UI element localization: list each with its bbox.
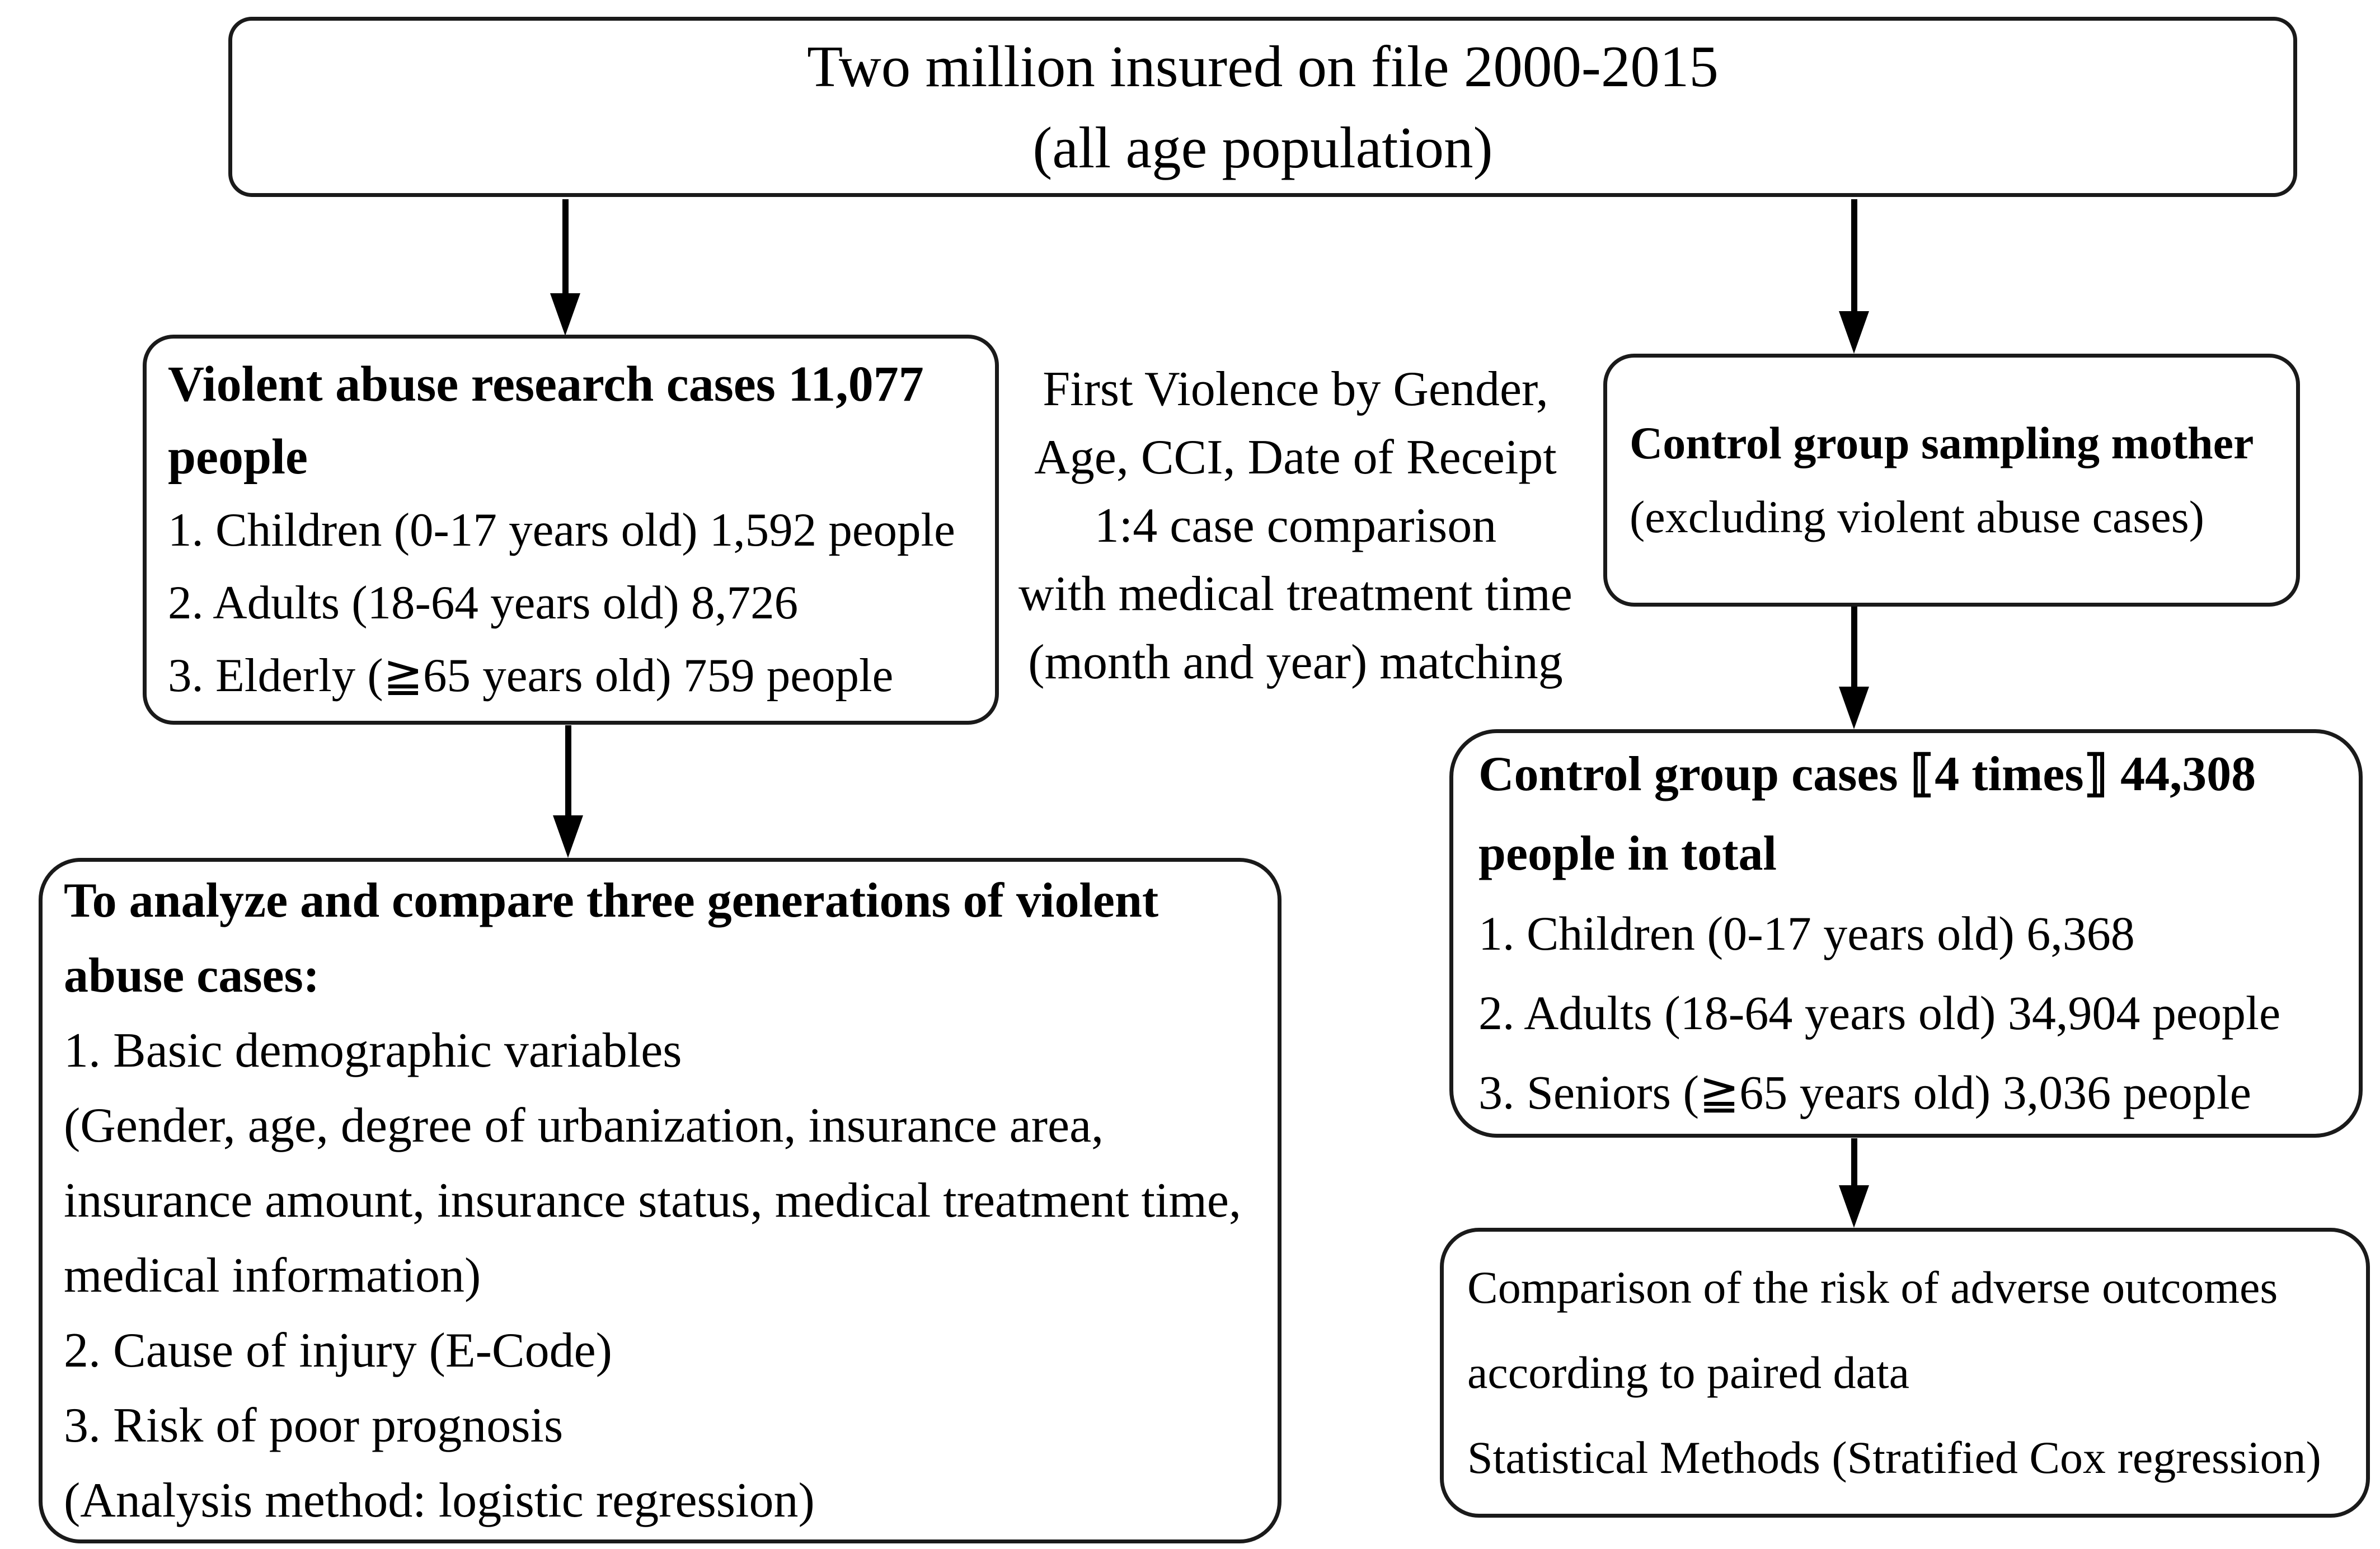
source-population-box: Two million insured on file 2000-2015 (a… — [228, 17, 2297, 197]
control-cases-title-line1: Control group cases ⟦4 times⟧ 44,308 — [1478, 747, 2256, 801]
source-population-line1: Two million insured on file 2000-2015 — [807, 34, 1719, 99]
control-cases-title-line2: people in total — [1478, 827, 1777, 881]
arrow-abuse-cases-to-analysis — [552, 725, 584, 858]
abuse-cases-title-line1: Violent abuse research cases 11,077 — [168, 356, 924, 412]
analysis-line-variables-3: medical information) — [64, 1248, 481, 1303]
control-sampling-box: Control group sampling mother (excluding… — [1603, 354, 2300, 607]
outcome-line2: according to paired data — [1467, 1347, 1910, 1398]
outcome-line1: Comparison of the risk of adverse outcom… — [1467, 1262, 2278, 1313]
control-cases-box: Control group cases ⟦4 times⟧ 44,308 peo… — [1449, 729, 2363, 1138]
arrow-shaft — [1851, 607, 1857, 687]
arrow-head-icon — [1839, 687, 1869, 729]
abuse-cases-item-elderly: 3. Elderly (≧65 years old) 759 people — [168, 649, 894, 702]
control-cases-item-adults: 2. Adults (18-64 years old) 34,904 peopl… — [1478, 986, 2281, 1040]
arrow-sampling-to-control-cases — [1838, 607, 1870, 729]
outcome-line3: Statistical Methods (Stratified Cox regr… — [1467, 1432, 2321, 1483]
analysis-line-variables-2: insurance amount, insurance status, medi… — [64, 1173, 1241, 1228]
arrow-source-to-abuse-cases — [550, 199, 581, 336]
matching-note-line5: (month and year) matching — [1028, 635, 1563, 689]
abuse-cases-box: Violent abuse research cases 11,077 peop… — [143, 335, 999, 725]
matching-note-line3: 1:4 case comparison — [1094, 499, 1497, 553]
matching-note-line1: First Violence by Gender, — [1043, 362, 1548, 416]
outcome-comparison-box: Comparison of the risk of adverse outcom… — [1440, 1228, 2370, 1518]
analysis-line-demographics: 1. Basic demographic variables — [64, 1023, 682, 1078]
analysis-line-injury-cause: 2. Cause of injury (E-Code) — [64, 1323, 612, 1378]
analysis-title-line1: To analyze and compare three generations… — [64, 873, 1159, 928]
analysis-title-line2: abuse cases: — [64, 948, 320, 1003]
control-sampling-title: Control group sampling mother — [1630, 417, 2254, 468]
arrow-head-icon — [1839, 311, 1869, 354]
source-population-line2: (all age population) — [1032, 115, 1493, 180]
arrow-head-icon — [553, 815, 583, 858]
abuse-cases-title-line2: people — [168, 429, 308, 485]
matching-note-line4: with medical treatment time — [1018, 567, 1572, 621]
abuse-cases-item-adults: 2. Adults (18-64 years old) 8,726 — [168, 576, 799, 629]
arrow-head-icon — [550, 293, 580, 336]
arrow-shaft — [1851, 199, 1857, 311]
analysis-line-variables-1: (Gender, age, degree of urbanization, in… — [64, 1098, 1104, 1153]
control-cases-item-seniors: 3. Seniors (≧65 years old) 3,036 people — [1478, 1065, 2251, 1119]
abuse-cases-item-children: 1. Children (0-17 years old) 1,592 peopl… — [168, 503, 955, 556]
arrow-shaft — [1851, 1138, 1857, 1185]
arrow-control-cases-to-outcome — [1838, 1138, 1870, 1228]
control-sampling-subtitle: (excluding violent abuse cases) — [1630, 491, 2204, 542]
analysis-line-prognosis-risk: 3. Risk of poor prognosis — [64, 1398, 564, 1453]
analysis-line-method: (Analysis method: logistic regression) — [64, 1473, 815, 1528]
arrow-source-to-control-sampling — [1838, 199, 1870, 354]
matching-note: First Violence by Gender, Age, CCI, Date… — [977, 355, 1614, 697]
matching-note-line2: Age, CCI, Date of Receipt — [1034, 430, 1557, 485]
arrow-shaft — [565, 725, 571, 815]
arrow-head-icon — [1839, 1185, 1869, 1228]
arrow-shaft — [562, 199, 569, 293]
control-cases-item-children: 1. Children (0-17 years old) 6,368 — [1478, 907, 2135, 960]
analysis-box: To analyze and compare three generations… — [39, 858, 1281, 1543]
